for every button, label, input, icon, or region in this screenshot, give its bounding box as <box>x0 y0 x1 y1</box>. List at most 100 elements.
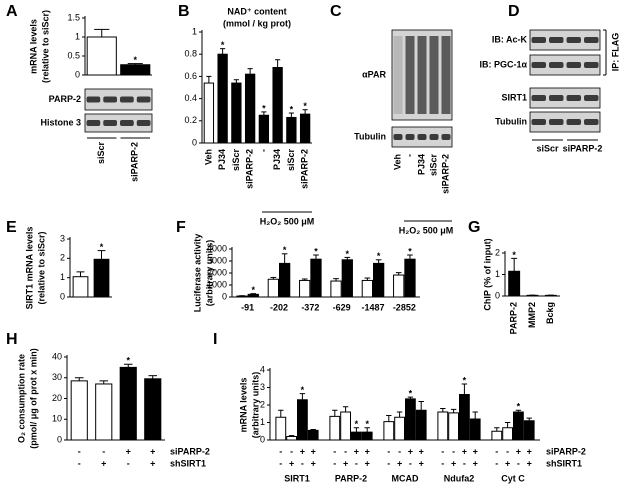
blot-band <box>103 120 117 126</box>
y-tick-label: 30 <box>52 372 62 382</box>
panel-letter: E <box>6 219 17 236</box>
condition-symbol: - <box>506 446 509 456</box>
x-tick-label: PARP-2 <box>509 302 519 334</box>
condition-symbol: - <box>333 446 336 456</box>
significance-star: * <box>512 250 516 260</box>
bar <box>86 36 117 76</box>
bar <box>351 431 362 441</box>
blot-row <box>529 54 601 76</box>
condition-symbol: + <box>150 446 155 456</box>
y-tick-label: 4 <box>260 364 265 374</box>
condition-symbol: + <box>516 446 521 456</box>
bar <box>299 113 311 144</box>
blot-band <box>584 119 599 125</box>
significance-star: * <box>262 103 266 113</box>
y-tick-label: 1000 <box>207 279 227 289</box>
x-tick-label: MMP2 <box>527 302 537 328</box>
significance-star: * <box>377 251 381 261</box>
bar <box>459 394 470 441</box>
bar <box>272 67 283 144</box>
bar <box>144 378 162 441</box>
bar <box>244 73 256 144</box>
condition-name: siPARP-2 <box>170 446 210 456</box>
y-tick-label: 0 <box>75 69 80 79</box>
y-tick-label: 1 <box>75 31 80 41</box>
blot-row <box>529 87 601 109</box>
blot-band <box>120 120 134 126</box>
blot-band <box>531 37 546 43</box>
y-tick-label: 3000 <box>207 255 227 265</box>
y-tick-label: 0.8 <box>184 49 197 59</box>
bar <box>203 82 215 144</box>
blot-band <box>566 62 581 68</box>
blot-band <box>120 96 134 103</box>
bar <box>120 64 151 76</box>
y-tick-label: 2 <box>260 399 265 409</box>
condition-symbol: + <box>462 446 467 456</box>
significance-star: * <box>252 285 256 295</box>
bar <box>231 82 242 144</box>
condition-symbol: + <box>365 446 370 456</box>
lane-label: - <box>404 154 414 157</box>
blot-band <box>405 134 415 140</box>
bar <box>508 270 521 297</box>
x-tick-label: -372 <box>301 302 319 312</box>
blot-band <box>584 37 599 43</box>
bar <box>72 276 89 298</box>
condition-name: shSIRT1 <box>170 458 206 468</box>
condition-symbol: + <box>311 458 316 468</box>
x-tick-label: Ndufa2 <box>444 473 475 483</box>
blot-row <box>84 113 153 133</box>
blot-row-label: Histone 3 <box>40 117 81 127</box>
bar <box>361 431 373 441</box>
y-tick-label: 40 <box>52 351 62 361</box>
y-tick-label: 1 <box>192 26 197 36</box>
condition-symbol: + <box>101 458 106 468</box>
condition-symbol: - <box>517 458 520 468</box>
lane-label: siPARP-2 <box>130 142 140 182</box>
lane-label: PJ34 <box>416 154 426 175</box>
y-tick-label: 4000 <box>207 243 227 253</box>
condition-name: siPARP-2 <box>546 446 586 456</box>
condition-symbol: - <box>387 458 390 468</box>
blot-band <box>429 36 439 114</box>
blot-row <box>84 88 153 111</box>
significance-star: * <box>365 419 369 429</box>
condition-symbol: - <box>301 458 304 468</box>
blot-band <box>531 119 546 125</box>
y-axis-label: SIRT1 mRNA levels <box>24 227 34 310</box>
lane-label: siScr <box>536 143 559 153</box>
blot-band <box>549 119 564 125</box>
bar <box>307 429 319 441</box>
blot-row-label: IB: Ac-K <box>492 34 528 44</box>
x-tick-label: -629 <box>333 302 351 312</box>
condition-symbol: - <box>463 458 466 468</box>
chart-title: (mmol / kg prot) <box>223 18 291 28</box>
bar <box>275 416 287 441</box>
bar <box>330 280 342 298</box>
panel-letter: A <box>6 3 18 20</box>
y-tick-label: 0.2 <box>184 115 197 125</box>
y-axis-label: (relative to siScr) <box>36 231 46 304</box>
bar <box>491 430 503 441</box>
condition-symbol: - <box>78 458 81 468</box>
condition-symbol: + <box>419 458 424 468</box>
y-tick-label: 1 <box>260 417 265 427</box>
condition-symbol: - <box>333 458 336 468</box>
x-tick-label: Bckg <box>545 302 555 324</box>
significance-star: * <box>355 419 359 429</box>
y-tick-label: 1.5 <box>67 12 80 22</box>
x-tick-label: siScr <box>286 149 296 172</box>
y-tick-label: 0.4 <box>184 93 197 103</box>
x-tick-label: PARP-2 <box>335 473 367 483</box>
blot-band <box>136 96 151 103</box>
condition-symbol: + <box>473 446 478 456</box>
blot-band <box>566 95 581 101</box>
x-tick-label: -91 <box>241 302 254 312</box>
blot-band <box>441 134 451 140</box>
condition-symbol: + <box>354 446 359 456</box>
y-tick-label: 0 <box>260 434 265 444</box>
blot-band <box>103 96 117 103</box>
condition-symbol: + <box>300 446 305 456</box>
